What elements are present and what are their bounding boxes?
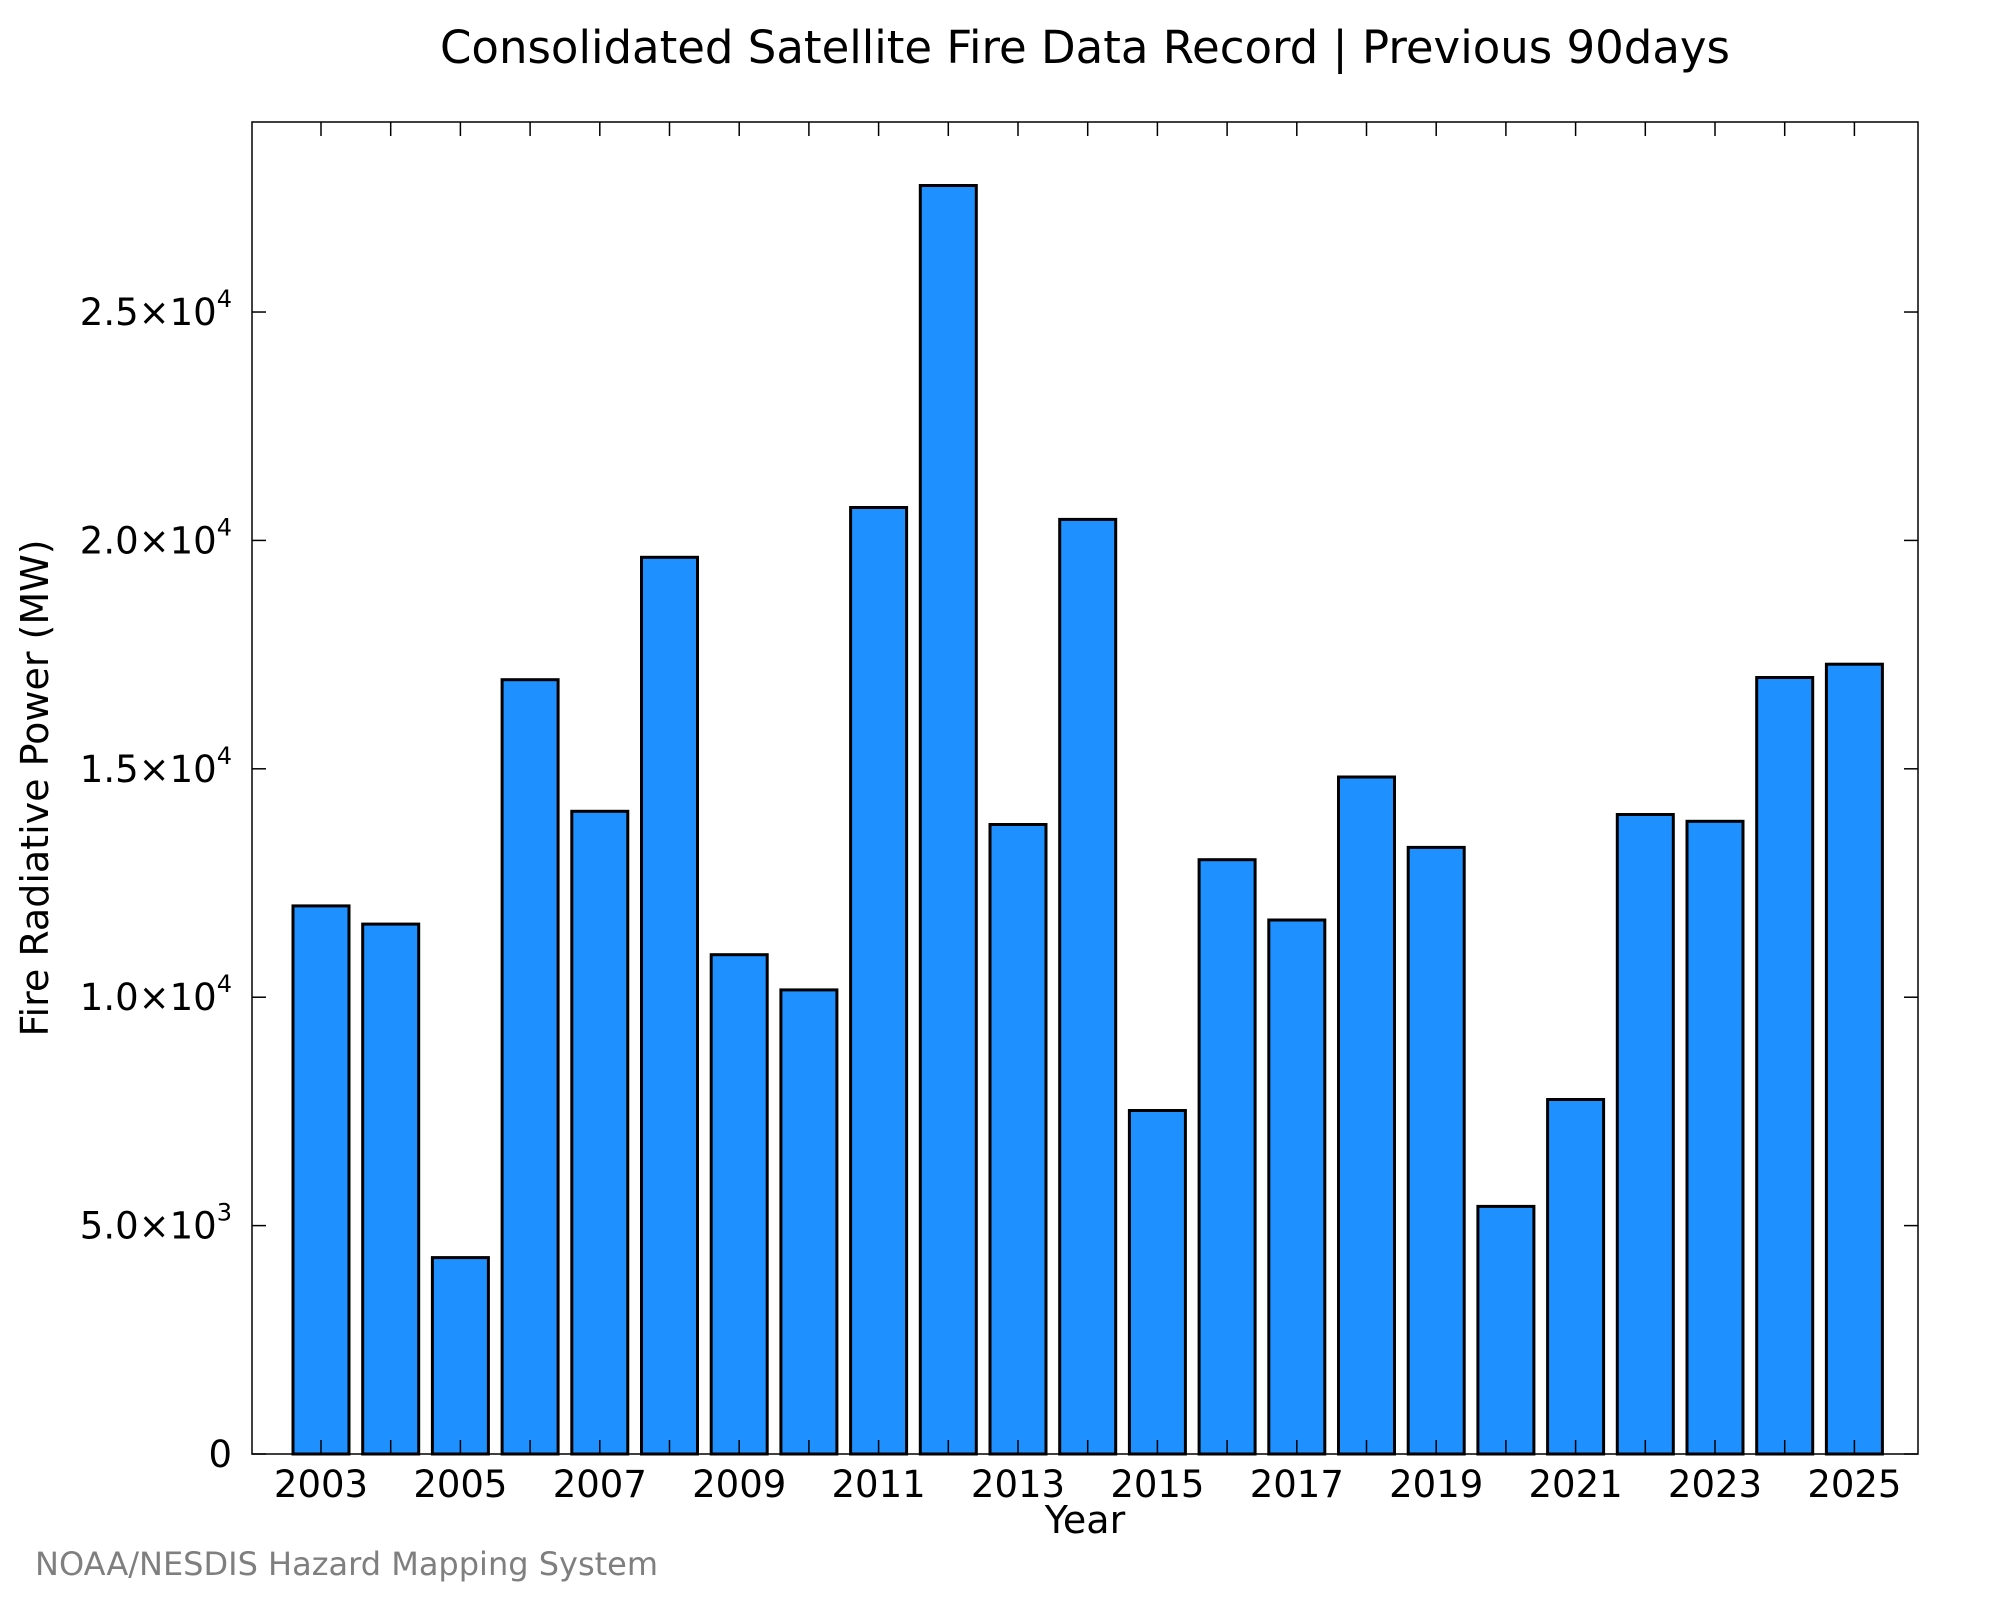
bar-2024 — [1755, 676, 1815, 1456]
bar-2022 — [1615, 813, 1675, 1456]
x-tick-label: 2009 — [692, 1463, 786, 1506]
bar-2009 — [709, 953, 769, 1456]
bar-2006 — [500, 678, 560, 1456]
y-tick-label: 0 — [208, 1433, 232, 1476]
bar-2023 — [1685, 819, 1745, 1456]
x-tick-label: 2015 — [1110, 1463, 1204, 1506]
bar-2007 — [570, 809, 630, 1456]
bar-2021 — [1546, 1098, 1606, 1456]
bar-2025 — [1824, 662, 1884, 1456]
y-tick-label: 1.5×104 — [80, 742, 232, 791]
bar-2003 — [291, 904, 351, 1456]
x-tick-label: 2011 — [832, 1463, 926, 1506]
x-tick-label: 2019 — [1389, 1463, 1483, 1506]
x-tick-label: 2025 — [1807, 1463, 1901, 1506]
x-tick-label: 2005 — [413, 1463, 507, 1506]
x-axis-label: Year — [1044, 1498, 1126, 1542]
bars-group — [291, 184, 1884, 1456]
bar-2004 — [361, 922, 421, 1456]
bar-2017 — [1267, 918, 1327, 1456]
y-axis-label: Fire Radiative Power (MW) — [13, 539, 57, 1036]
bar-2013 — [988, 823, 1048, 1456]
bar-2016 — [1197, 858, 1257, 1456]
x-tick-label: 2021 — [1529, 1463, 1623, 1506]
x-tick-label: 2003 — [274, 1463, 368, 1506]
bar-2019 — [1406, 845, 1466, 1456]
x-tick-label: 2007 — [553, 1463, 647, 1506]
bar-2020 — [1476, 1204, 1536, 1456]
bar-2012 — [918, 184, 978, 1456]
credit-text: NOAA/NESDIS Hazard Mapping System — [35, 1545, 658, 1583]
bar-2014 — [1058, 517, 1118, 1456]
x-tick-label: 2017 — [1250, 1463, 1344, 1506]
chart-title: Consolidated Satellite Fire Data Record … — [440, 21, 1730, 74]
y-tick-label: 5.0×103 — [80, 1199, 232, 1248]
bar-2010 — [779, 988, 839, 1456]
y-tick-label: 1.0×104 — [80, 970, 232, 1019]
bar-2008 — [640, 555, 699, 1456]
bar-2015 — [1127, 1109, 1187, 1456]
bar-2005 — [430, 1256, 490, 1456]
y-tick-label: 2.5×104 — [80, 285, 232, 334]
y-tick-label: 2.0×104 — [80, 513, 232, 562]
ticks-group: 2003 2005 2007 2009 2011 2013 2015 2017 2019 2021… — [80, 122, 1918, 1506]
x-tick-label: 2023 — [1668, 1463, 1762, 1506]
bar-2018 — [1337, 775, 1396, 1456]
bar-2011 — [849, 506, 909, 1456]
x-tick-label: 2013 — [971, 1463, 1065, 1506]
